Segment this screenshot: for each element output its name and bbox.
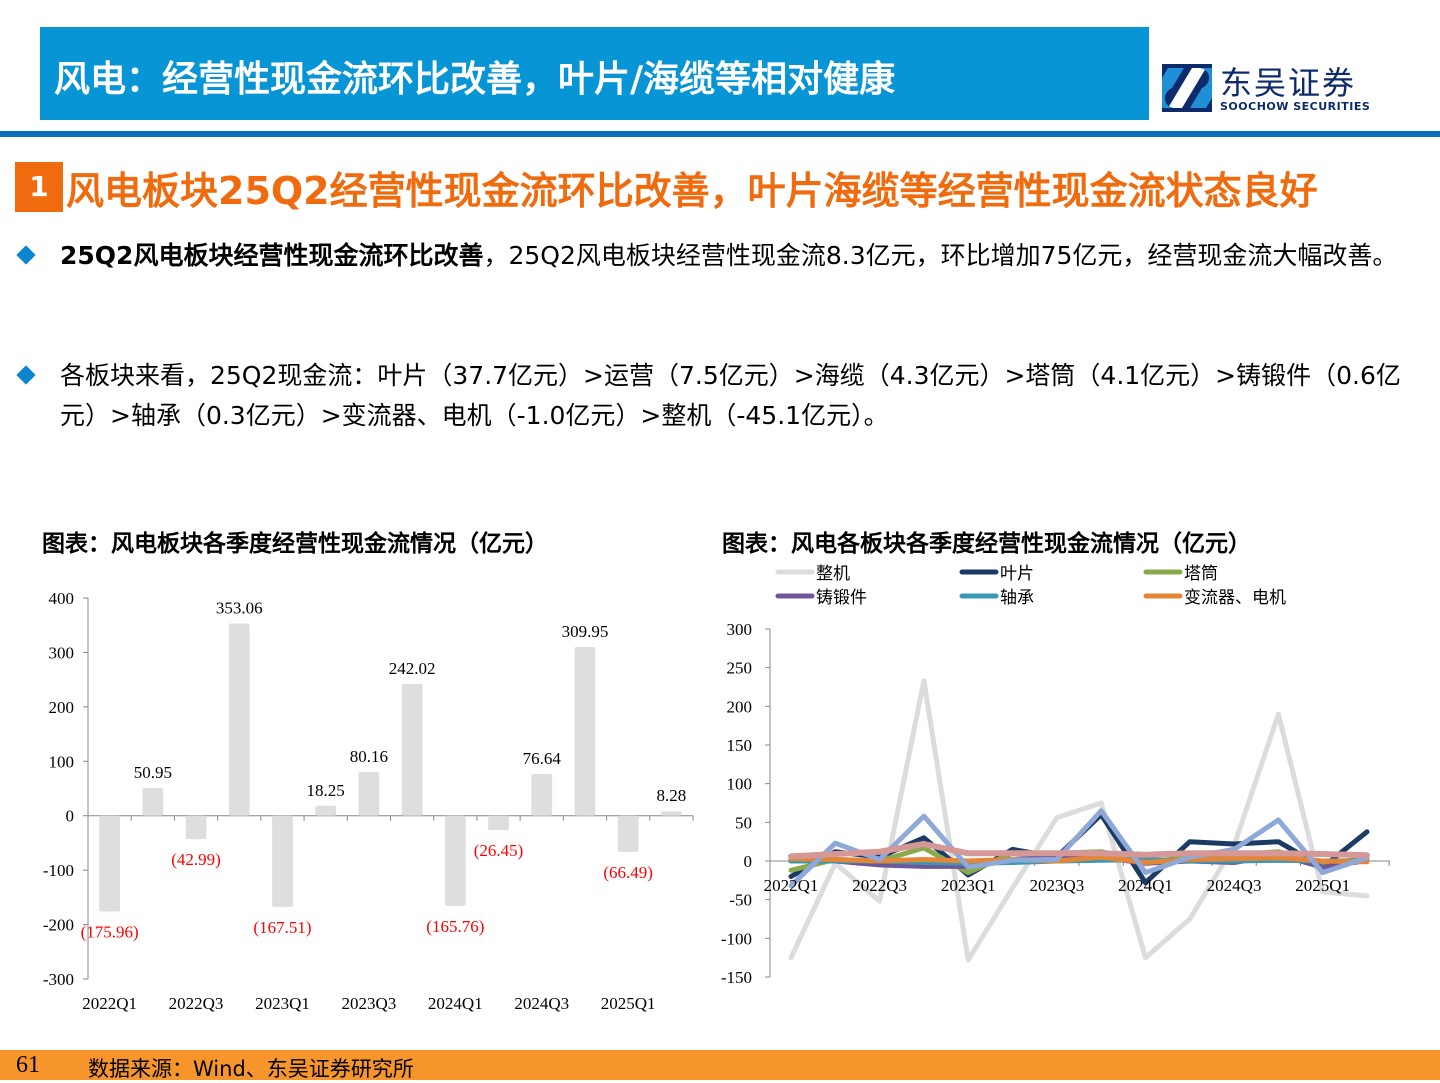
x-tick-label: 2024Q1 — [428, 994, 483, 1013]
bar — [488, 815, 509, 831]
y-tick-label: -100 — [43, 861, 74, 880]
bar-data-label: (175.96) — [81, 922, 139, 941]
y-tick-label: -150 — [721, 968, 752, 987]
section-title: 风电板块25Q2经营性现金流环比改善，叶片海缆等经营性现金流状态良好 — [66, 169, 1318, 213]
y-tick-label: 0 — [66, 807, 75, 826]
bar-data-label: 242.02 — [389, 659, 436, 678]
section-number-badge: 1 — [15, 162, 63, 212]
x-tick-label: 2022Q1 — [764, 876, 819, 895]
y-tick-label: -200 — [43, 916, 74, 935]
line-series — [788, 841, 1370, 860]
y-tick-label: 200 — [727, 697, 753, 716]
line-series — [788, 808, 1370, 889]
footer-bar — [0, 1050, 1440, 1080]
page-title: 风电：经营性现金流环比改善，叶片/海缆等相对健康 — [54, 59, 896, 100]
y-tick-label: 50 — [735, 813, 752, 832]
y-tick-label: -50 — [729, 891, 752, 910]
line-series — [788, 854, 1370, 865]
x-tick-label: 2025Q1 — [601, 994, 656, 1013]
page-number: 61 — [16, 1052, 40, 1078]
bar — [617, 815, 639, 852]
bar — [444, 815, 466, 906]
bar — [272, 815, 293, 907]
bullet-body: 各板块来看，25Q2现金流：叶片（37.7亿元）>运营（7.5亿元）>海缆（4.… — [60, 361, 1401, 430]
bar-chart-title: 图表：风电板块各季度经营性现金流情况（亿元） — [42, 531, 548, 557]
header-banner — [40, 27, 1149, 120]
bar — [315, 805, 337, 816]
bar — [142, 787, 164, 816]
y-tick-label: -300 — [43, 970, 74, 989]
y-tick-label: 300 — [727, 620, 753, 639]
bar-data-label: (26.45) — [474, 841, 524, 860]
y-tick-label: 200 — [49, 698, 75, 717]
diamond-bullet-icon — [16, 365, 36, 385]
bar — [99, 815, 120, 912]
bar — [358, 772, 380, 816]
x-tick-label: 2023Q3 — [342, 994, 397, 1013]
bar-chart: 400 300 200 100 0 -100 -200 -300 (175.96) 50.95 (4… — [43, 589, 694, 1013]
x-tick-label: 2023Q1 — [255, 994, 310, 1013]
line-chart-title: 图表：风电各板块各季度经营性现金流情况（亿元） — [722, 531, 1251, 557]
y-tick-label: -100 — [721, 929, 752, 948]
legend-label: 叶片 — [1000, 564, 1034, 583]
bullet-bold-lead: 25Q2风电板块经营性现金流环比改善 — [60, 241, 484, 270]
y-tick-label: 400 — [49, 589, 75, 608]
bar-data-label: 50.95 — [134, 763, 172, 782]
x-tick-label: 2022Q3 — [169, 994, 224, 1013]
logo-mark-icon — [1162, 64, 1212, 112]
x-tick-label: 2024Q3 — [1207, 876, 1262, 895]
logo-text-en: SOOCHOW SECURITIES — [1220, 100, 1371, 113]
diamond-bullet-icon — [16, 245, 36, 265]
bar-data-label: (42.99) — [171, 850, 221, 869]
data-source: 数据来源：Wind、东吴证券研究所 — [88, 1057, 414, 1081]
y-tick-label: 150 — [727, 736, 753, 755]
y-tick-label: 250 — [727, 659, 753, 678]
bar — [228, 623, 250, 816]
y-tick-label: 100 — [49, 752, 75, 771]
x-tick-label: 2022Q1 — [82, 994, 137, 1013]
company-logo: 东吴证券 SOOCHOW SECURITIES — [1162, 62, 1382, 118]
bar-data-label: (66.49) — [603, 863, 653, 882]
x-tick-label: 2023Q1 — [941, 876, 996, 895]
bar-data-label: (165.76) — [426, 917, 484, 936]
legend-label: 变流器、电机 — [1184, 588, 1286, 607]
bar — [185, 815, 207, 840]
bar — [661, 811, 682, 816]
bullet-text: 各板块来看，25Q2现金流：叶片（37.7亿元）>运营（7.5亿元）>海缆（4.… — [60, 356, 1410, 436]
bar-data-label: 309.95 — [562, 622, 609, 641]
legend-label: 铸锻件 — [816, 588, 867, 607]
y-tick-label: 0 — [744, 852, 753, 871]
x-tick-label: 2024Q1 — [1118, 876, 1173, 895]
bullet-text: 25Q2风电板块经营性现金流环比改善，25Q2风电板块经营性现金流8.3亿元，环… — [60, 236, 1410, 276]
legend-label: 轴承 — [1000, 588, 1034, 607]
bullet-body: ，25Q2风电板块经营性现金流8.3亿元，环比增加75亿元，经营现金流大幅改善。 — [483, 241, 1398, 270]
y-tick-label: 100 — [727, 775, 753, 794]
bar — [401, 683, 423, 816]
bar-data-label: (167.51) — [253, 918, 311, 937]
bar-data-label: 18.25 — [307, 781, 345, 800]
x-tick-label: 2024Q3 — [514, 994, 569, 1013]
y-tick-label: 300 — [49, 643, 75, 662]
bar-data-label: 8.28 — [657, 786, 687, 805]
legend-label: 整机 — [816, 564, 850, 583]
legend-label: 塔筒 — [1184, 564, 1218, 583]
x-tick-label: 2025Q1 — [1295, 876, 1350, 895]
x-tick-label: 2022Q3 — [852, 876, 907, 895]
bar-data-label: 353.06 — [216, 599, 263, 618]
logo-text-cn: 东吴证券 — [1220, 64, 1357, 102]
bar — [531, 774, 553, 816]
header-divider — [0, 131, 1440, 137]
bar — [574, 647, 596, 816]
x-tick-label: 2023Q3 — [1029, 876, 1084, 895]
bar-data-label: 76.64 — [523, 749, 562, 768]
bar-data-label: 80.16 — [350, 747, 388, 766]
